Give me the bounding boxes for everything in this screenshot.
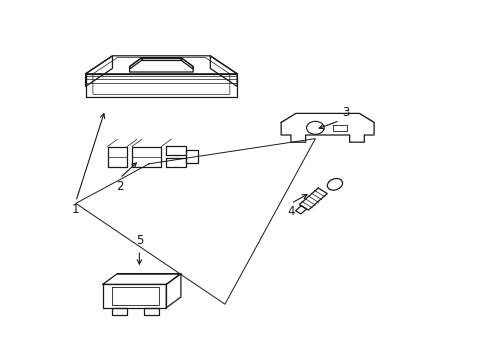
Text: 5: 5 [135,234,143,247]
Text: 3: 3 [342,106,349,119]
Text: 2: 2 [116,180,123,193]
Text: 4: 4 [286,205,294,218]
Text: 1: 1 [72,203,80,216]
